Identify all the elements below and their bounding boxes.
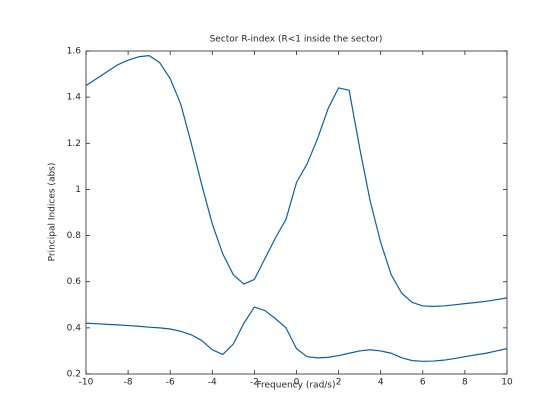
x-tick-label: 8: [462, 378, 468, 388]
x-tick-label: -2: [250, 378, 259, 388]
plot-box: [85, 50, 508, 375]
x-tick-label: 4: [378, 378, 384, 388]
x-tick-label: 0: [294, 378, 300, 388]
y-axis-label: Principal Indices (abs): [48, 163, 58, 262]
x-tick-label: 6: [420, 378, 426, 388]
x-tick-label: 10: [501, 378, 513, 388]
x-axis-label: Frequency (rad/s): [256, 381, 335, 391]
y-tick-label: 0.6: [67, 277, 82, 287]
y-tick-label: 1.6: [67, 47, 82, 57]
chart-title: Sector R-index (R<1 inside the sector): [210, 35, 383, 45]
x-tick-label: 2: [336, 378, 342, 388]
x-tick-label: -6: [166, 378, 175, 388]
x-tick-label: -8: [124, 378, 133, 388]
x-tick-label: -4: [208, 378, 217, 388]
y-tick-label: 1: [75, 185, 81, 195]
y-tick-label: 0.8: [67, 231, 82, 241]
x-tick-label: -10: [79, 378, 94, 388]
y-tick-label: 0.4: [67, 323, 82, 333]
line-series: [85, 306, 508, 362]
y-tick-label: 0.2: [67, 370, 81, 380]
line-series: [85, 55, 508, 308]
y-tick-label: 1.2: [67, 139, 81, 149]
y-tick-label: 1.4: [67, 93, 82, 103]
